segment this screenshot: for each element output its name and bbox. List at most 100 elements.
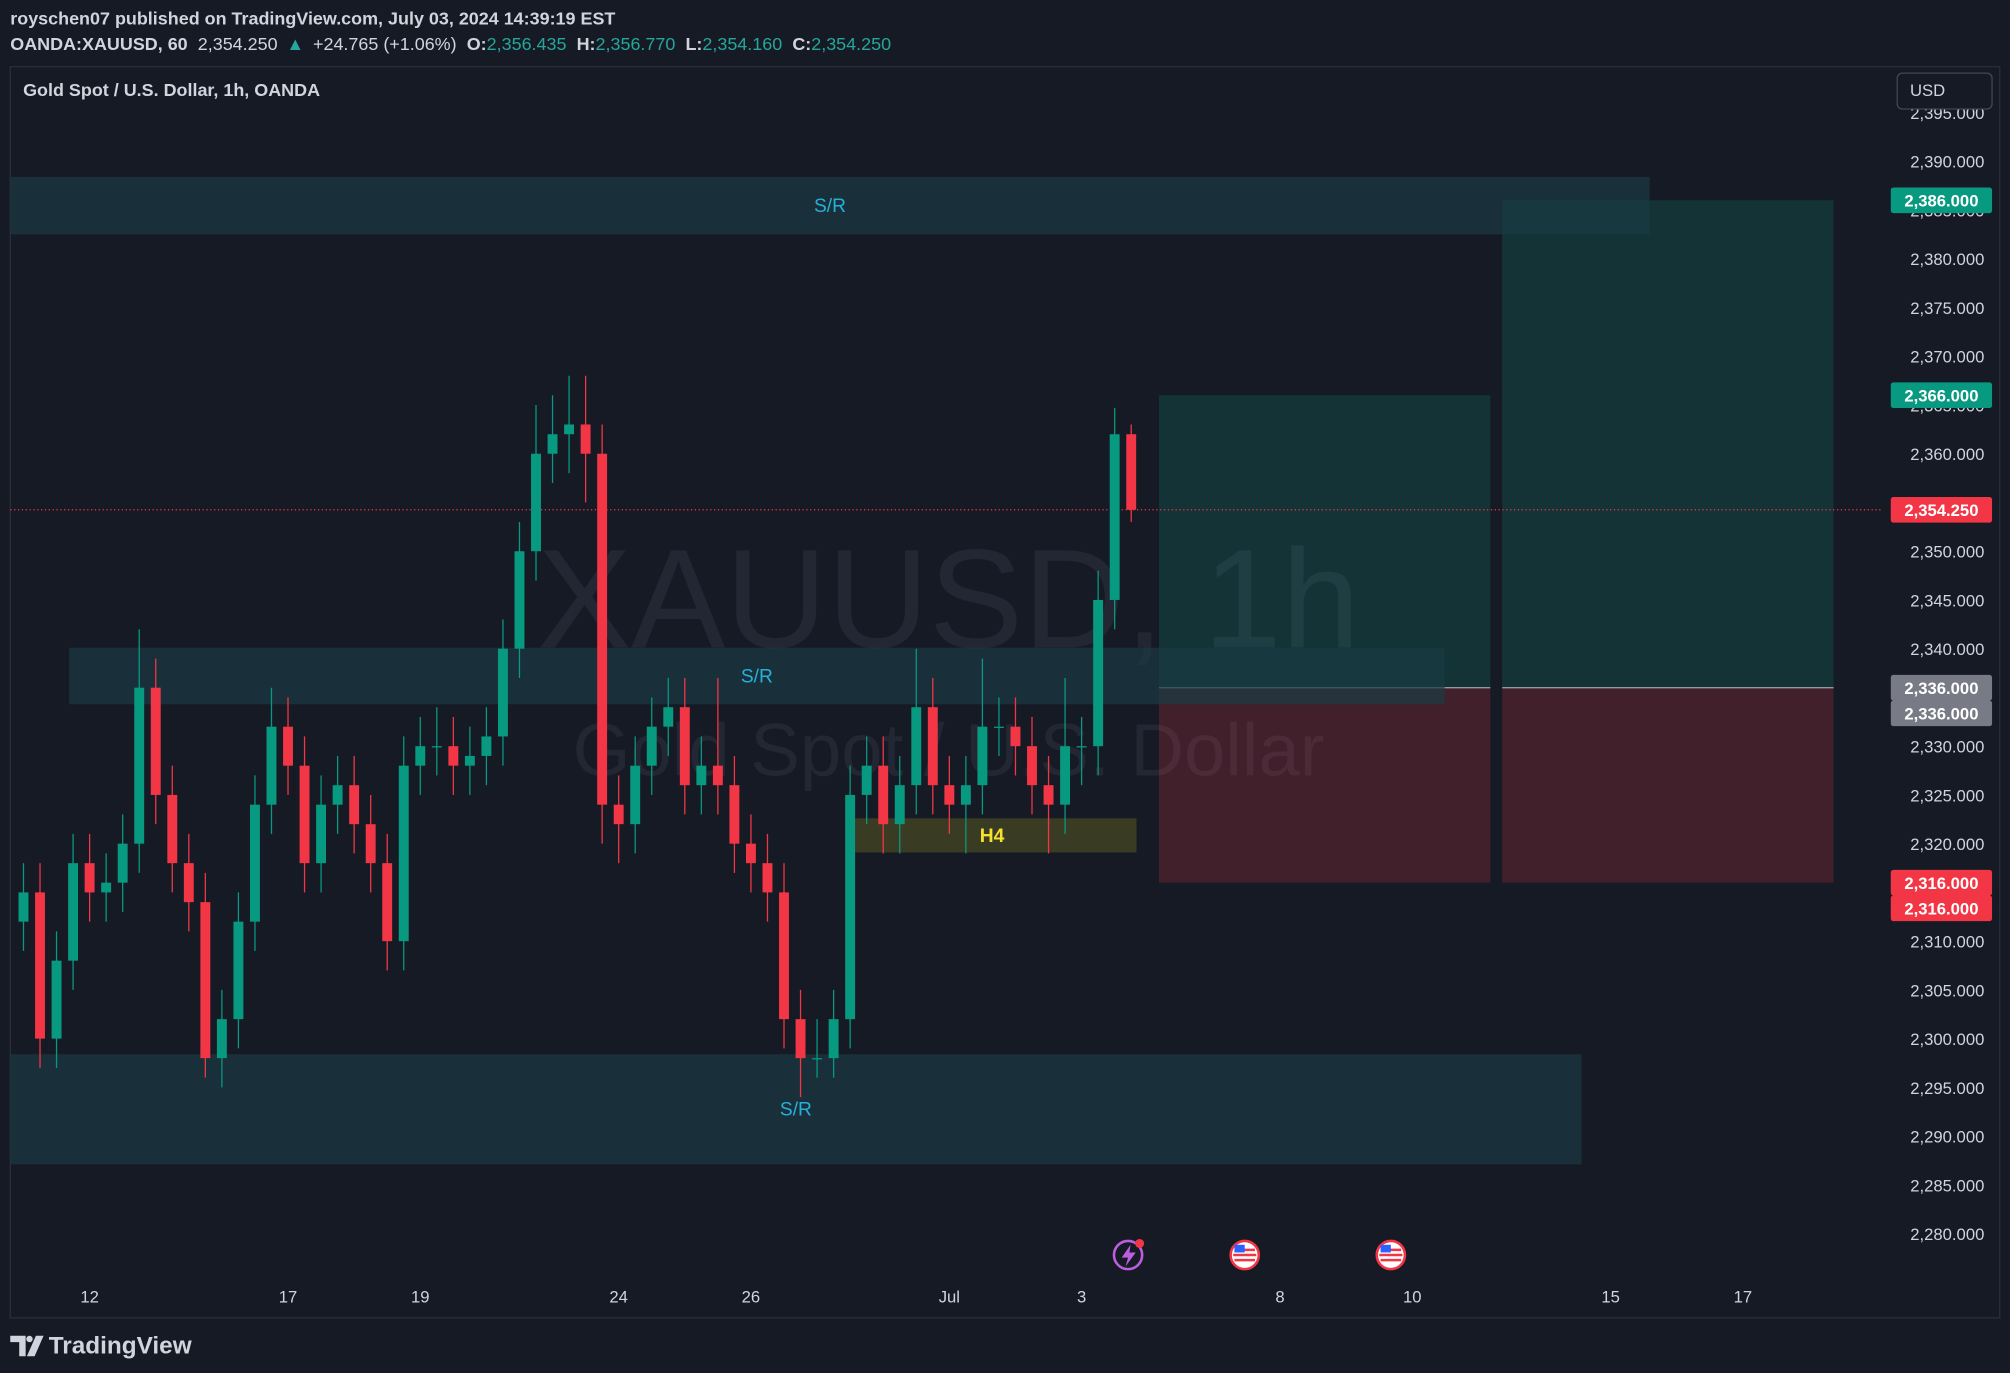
candle-body: [779, 892, 789, 1020]
chart-title: Gold Spot / U.S. Dollar, 1h, OANDA: [23, 80, 320, 100]
price-tag: [1890, 895, 1993, 922]
candle-body: [1109, 434, 1120, 600]
candle-body: [679, 707, 690, 786]
candle-body: [299, 765, 310, 864]
y-tick-label: 2,325.000: [1910, 786, 1984, 805]
event-icon[interactable]: [1112, 1239, 1144, 1271]
candle-body: [729, 785, 740, 844]
zone: [10, 1054, 1582, 1165]
x-tick-label: 15: [1601, 1287, 1620, 1306]
y-tick-label: 2,360.000: [1910, 445, 1984, 464]
candle-body: [101, 882, 112, 893]
candle-body: [431, 746, 442, 748]
event-flag-canton: [1234, 1244, 1245, 1253]
low: 2,354.160: [702, 34, 782, 54]
candle-body: [167, 794, 178, 864]
price-tag-label: 2,354.250: [1904, 501, 1978, 520]
high-key: H:: [577, 34, 596, 54]
candle-body: [382, 863, 393, 942]
candle-body: [696, 765, 707, 786]
target-zone: [1158, 395, 1491, 688]
price: 2,354.250: [198, 34, 278, 54]
y-tick-label: 2,340.000: [1910, 640, 1984, 659]
candle-body: [795, 1019, 806, 1059]
y-tick-label: 2,320.000: [1910, 835, 1984, 854]
symbol: OANDA:XAUUSD, 60: [10, 34, 187, 54]
candle-body: [944, 785, 955, 805]
candle-body: [894, 785, 905, 825]
candle-body: [200, 902, 211, 1059]
candle-body: [316, 804, 327, 864]
x-tick-label: 17: [279, 1287, 298, 1306]
x-tick-label: 24: [609, 1287, 628, 1306]
candle-body: [712, 765, 723, 786]
currency-button[interactable]: [1896, 72, 1993, 110]
stop-zone: [1502, 687, 1834, 883]
candle-body: [630, 765, 641, 825]
currency[interactable]: USD: [1910, 81, 1945, 100]
candle-body: [828, 1019, 839, 1059]
event-bolt: [1121, 1244, 1136, 1267]
candle-body: [448, 746, 459, 766]
x-tick-label: 26: [742, 1287, 761, 1306]
zone: [69, 647, 1445, 705]
y-tick-label: 2,295.000: [1910, 1079, 1984, 1098]
candle-body: [183, 863, 194, 903]
y-tick-label: 2,330.000: [1910, 738, 1984, 757]
y-tick-label: 2,350.000: [1910, 543, 1984, 562]
logo-mark: [10, 1335, 44, 1357]
candle-body: [1010, 726, 1021, 747]
candle-body: [150, 687, 161, 795]
candle-body: [365, 824, 376, 864]
y-tick-label: 2,290.000: [1910, 1128, 1984, 1147]
open-key: O:: [467, 34, 487, 54]
candle-body: [547, 434, 558, 454]
price-tag: [1890, 496, 1993, 523]
candle-body: [613, 804, 624, 825]
price-tag-label: 2,316.000: [1904, 874, 1978, 893]
zone-label: S/R: [741, 666, 773, 687]
y-tick-label: 2,375.000: [1910, 299, 1984, 318]
candle-body: [18, 892, 29, 922]
target-zone: [1502, 200, 1834, 688]
candle-body: [1076, 746, 1087, 748]
candle-body: [84, 863, 95, 893]
price-tag: [1890, 674, 1993, 701]
y-tick-label: 2,300.000: [1910, 1030, 1984, 1049]
y-tick-label: 2,345.000: [1910, 591, 1984, 610]
candle-body: [745, 843, 756, 864]
price-tag-label: 2,366.000: [1904, 387, 1978, 406]
x-tick-label: 19: [411, 1287, 430, 1306]
candle-body: [68, 863, 79, 961]
y-tick-label: 2,310.000: [1910, 933, 1984, 952]
candle-body: [464, 755, 475, 766]
candle-body: [117, 843, 128, 883]
candle-body: [960, 785, 971, 805]
price-tag-label: 2,316.000: [1904, 900, 1978, 919]
candles: [18, 375, 1137, 1098]
x-tick-label: 3: [1077, 1287, 1086, 1306]
low-key: L:: [685, 34, 702, 54]
candle-body: [663, 707, 674, 727]
candle-body: [1043, 785, 1054, 805]
x-tick-label: 8: [1275, 1287, 1284, 1306]
arrow: ▲: [286, 34, 304, 54]
candle-body: [878, 765, 889, 825]
x-tick-label: 12: [80, 1287, 99, 1306]
candle-body: [597, 453, 608, 805]
price-tag: [1890, 187, 1993, 214]
candle-body: [927, 707, 938, 786]
candle-body: [1027, 746, 1037, 786]
candle-body: [861, 765, 872, 795]
chart-border: [9, 66, 2001, 1319]
close-key: C:: [792, 34, 811, 54]
logo-text: TradingView: [49, 1333, 192, 1360]
y-tick-label: 2,285.000: [1910, 1176, 1984, 1195]
candle-body: [398, 765, 409, 942]
candle-body: [497, 648, 508, 737]
candle-body: [1093, 599, 1104, 747]
candle-body: [762, 863, 773, 893]
candle-body: [349, 785, 360, 825]
candle-body: [266, 726, 277, 805]
candle-body: [216, 1019, 227, 1059]
